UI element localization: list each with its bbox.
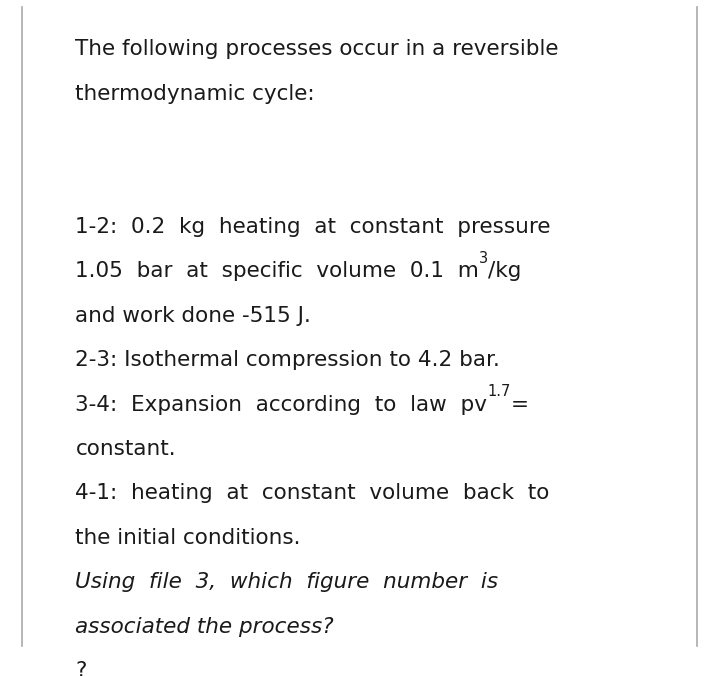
- Text: 1.7: 1.7: [487, 384, 511, 400]
- Text: The following processes occur in a reversible: The following processes occur in a rever…: [75, 39, 559, 59]
- Text: ?: ?: [75, 661, 87, 676]
- Text: 1-2:  0.2  kg  heating  at  constant  pressure: 1-2: 0.2 kg heating at constant pressure: [75, 217, 551, 237]
- Text: /kg: /kg: [488, 262, 522, 281]
- Text: 1.05  bar  at  specific  volume  0.1  m: 1.05 bar at specific volume 0.1 m: [75, 262, 480, 281]
- Text: 3-4:  Expansion  according  to  law  pv: 3-4: Expansion according to law pv: [75, 395, 487, 414]
- Text: the initial conditions.: the initial conditions.: [75, 528, 301, 548]
- Text: 3: 3: [480, 251, 488, 266]
- Text: =: =: [511, 395, 529, 414]
- Text: 4-1:  heating  at  constant  volume  back  to: 4-1: heating at constant volume back to: [75, 483, 550, 504]
- Text: and work done -515 J.: and work done -515 J.: [75, 306, 311, 326]
- Text: associated the process?: associated the process?: [75, 617, 334, 637]
- Text: thermodynamic cycle:: thermodynamic cycle:: [75, 84, 315, 104]
- Text: Using  file  3,  which  figure  number  is: Using file 3, which figure number is: [75, 572, 498, 592]
- Text: constant.: constant.: [75, 439, 176, 459]
- Text: 2-3: Isothermal compression to 4.2 bar.: 2-3: Isothermal compression to 4.2 bar.: [75, 350, 500, 370]
